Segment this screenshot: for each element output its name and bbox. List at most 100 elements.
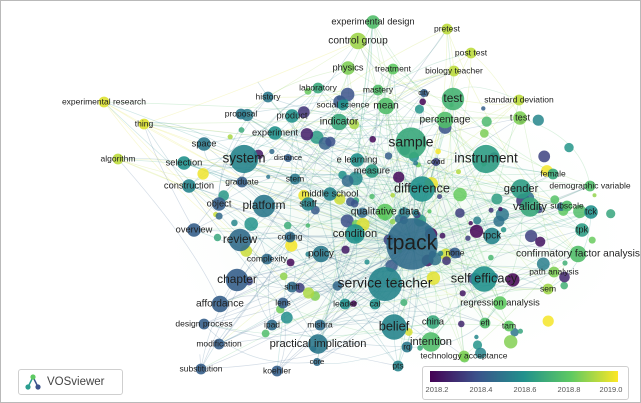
term-label-chapter[interactable]: chapter: [217, 272, 257, 286]
term-node-condition[interactable]: [345, 224, 365, 244]
term-node-modification[interactable]: [213, 338, 225, 350]
term-label-confirmatory-factor-analysis[interactable]: confirmatory factor analysis: [516, 249, 640, 260]
term-node-path-analysis[interactable]: [548, 266, 560, 278]
unlabeled-term-node[interactable]: [517, 328, 524, 334]
unlabeled-term-node[interactable]: [334, 193, 346, 205]
unlabeled-term-node[interactable]: [498, 206, 503, 212]
term-label-product[interactable]: product: [276, 110, 307, 120]
term-label-t-test[interactable]: t test: [510, 112, 531, 122]
term-label-covid[interactable]: covid: [427, 157, 445, 166]
term-label-affordance[interactable]: affordance: [196, 299, 244, 310]
unlabeled-term-node[interactable]: [390, 193, 396, 198]
unlabeled-term-node[interactable]: [244, 217, 258, 231]
term-node-female[interactable]: [547, 168, 559, 180]
unlabeled-term-node[interactable]: [504, 335, 518, 349]
term-node-difference[interactable]: [409, 176, 435, 202]
unlabeled-term-node[interactable]: [332, 281, 343, 291]
term-node-design-process[interactable]: [198, 318, 210, 330]
unlabeled-term-node[interactable]: [427, 209, 432, 214]
term-node-experimental-research[interactable]: [98, 96, 110, 108]
unlabeled-term-node[interactable]: [474, 334, 479, 340]
unlabeled-term-node[interactable]: [458, 320, 465, 328]
unlabeled-term-node[interactable]: [491, 193, 503, 205]
term-label-condition[interactable]: condition: [333, 228, 377, 240]
unlabeled-term-node[interactable]: [300, 128, 314, 141]
term-node-review[interactable]: [228, 228, 252, 252]
term-label-policy[interactable]: policy: [308, 249, 335, 260]
term-node-ipad[interactable]: [266, 319, 278, 331]
term-node-sem[interactable]: [542, 283, 554, 295]
term-node-biology-teacher[interactable]: [448, 65, 460, 77]
term-node-mastery[interactable]: [372, 84, 384, 96]
unlabeled-term-node[interactable]: [231, 219, 238, 227]
term-node-system[interactable]: [229, 144, 259, 174]
unlabeled-term-node[interactable]: [393, 171, 405, 183]
term-label-china[interactable]: china: [422, 316, 445, 326]
term-label-space[interactable]: space: [192, 138, 217, 148]
unlabeled-term-node[interactable]: [364, 259, 370, 265]
term-label-path-analysis[interactable]: path analysis: [529, 266, 579, 276]
term-label-instrument[interactable]: instrument: [454, 151, 518, 166]
term-label-core[interactable]: core: [310, 357, 325, 366]
term-label-history[interactable]: history: [255, 91, 281, 101]
unlabeled-term-node[interactable]: [283, 221, 292, 230]
unlabeled-term-node[interactable]: [303, 287, 315, 299]
unlabeled-term-node[interactable]: [536, 257, 550, 271]
term-node-lens[interactable]: [277, 297, 289, 309]
unlabeled-term-node[interactable]: [294, 282, 305, 293]
term-label-substitution[interactable]: substitution: [180, 363, 223, 373]
term-node-core[interactable]: [313, 358, 321, 366]
term-node-cal[interactable]: [369, 298, 381, 310]
term-node-algorithm[interactable]: [112, 153, 124, 165]
unlabeled-term-node[interactable]: [389, 218, 396, 225]
unlabeled-term-node[interactable]: [369, 136, 377, 143]
unlabeled-term-node[interactable]: [304, 87, 312, 95]
term-label-tpck[interactable]: tpck: [483, 231, 503, 242]
unlabeled-term-node[interactable]: [414, 104, 424, 114]
unlabeled-term-node[interactable]: [341, 245, 350, 254]
term-label-measure[interactable]: measure: [354, 165, 390, 175]
term-label-cal[interactable]: cal: [370, 298, 381, 308]
term-label-intention[interactable]: intention: [410, 336, 452, 348]
term-node-graduate[interactable]: [236, 176, 248, 188]
term-label-validity[interactable]: validity: [513, 201, 547, 213]
unlabeled-term-node[interactable]: [532, 114, 544, 126]
term-label-none[interactable]: none: [446, 247, 465, 257]
unlabeled-term-node[interactable]: [559, 271, 570, 283]
unlabeled-term-node[interactable]: [261, 329, 270, 338]
unlabeled-term-node[interactable]: [456, 169, 461, 175]
term-label-difference[interactable]: difference: [394, 180, 450, 195]
term-label-sample[interactable]: sample: [388, 134, 433, 150]
term-label-tam[interactable]: tam: [502, 320, 516, 330]
term-label-platform[interactable]: platform: [243, 198, 286, 212]
term-node-belief[interactable]: [381, 314, 407, 340]
term-label-social-science[interactable]: social science: [317, 99, 370, 109]
unlabeled-term-node[interactable]: [350, 199, 359, 208]
term-node-percentage[interactable]: [436, 111, 454, 129]
term-node-self-efficacy[interactable]: [471, 266, 497, 292]
term-node-post-test[interactable]: [465, 47, 477, 59]
term-label-pretest[interactable]: pretest: [434, 23, 461, 33]
unlabeled-term-node[interactable]: [525, 230, 538, 243]
term-label-city[interactable]: city: [418, 88, 430, 97]
term-label-post-test[interactable]: post test: [455, 47, 488, 57]
term-node-product[interactable]: [285, 109, 299, 123]
term-label-biology-teacher[interactable]: biology teacher: [425, 65, 483, 75]
term-node-construction[interactable]: [182, 179, 196, 193]
unlabeled-term-node[interactable]: [280, 311, 293, 324]
term-node-measure[interactable]: [365, 164, 379, 178]
unlabeled-term-node[interactable]: [535, 236, 546, 247]
term-label-experimental-research[interactable]: experimental research: [62, 96, 146, 106]
term-label-construction[interactable]: construction: [164, 180, 214, 190]
unlabeled-term-node[interactable]: [419, 98, 427, 106]
term-label-ipad[interactable]: ipad: [264, 319, 280, 329]
unlabeled-term-node[interactable]: [285, 239, 298, 252]
term-label-complexity[interactable]: complexity: [247, 253, 288, 263]
unlabeled-term-node[interactable]: [297, 106, 310, 119]
term-node-gender[interactable]: [511, 179, 531, 199]
term-node-platform[interactable]: [252, 194, 276, 218]
term-node-control-group[interactable]: [349, 32, 367, 50]
unlabeled-term-node[interactable]: [413, 160, 419, 166]
term-node-object[interactable]: [212, 197, 226, 211]
term-node-subscale[interactable]: [561, 200, 573, 212]
